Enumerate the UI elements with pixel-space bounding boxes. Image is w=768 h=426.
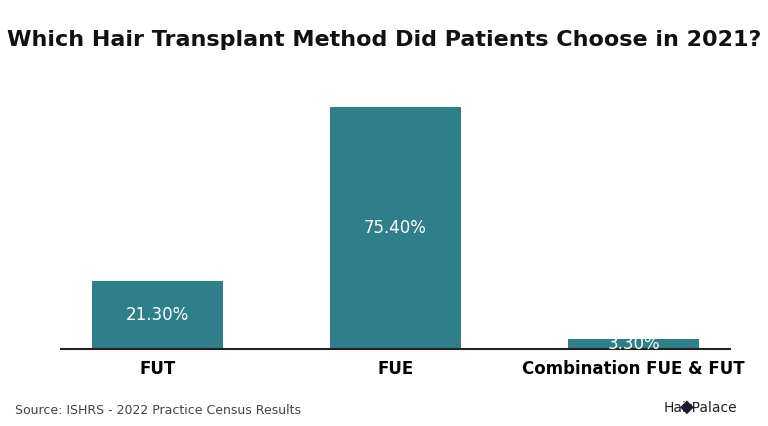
Text: Which Hair Transplant Method Did Patients Choose in 2021?: Which Hair Transplant Method Did Patient… — [7, 30, 761, 50]
Bar — [330, 107, 461, 349]
Bar — [568, 339, 699, 349]
Text: ◆: ◆ — [680, 397, 694, 415]
Text: 21.30%: 21.30% — [126, 306, 189, 324]
Text: HairPalace: HairPalace — [664, 401, 737, 415]
Bar — [92, 281, 223, 349]
Text: 75.40%: 75.40% — [364, 219, 427, 237]
Text: Source: ISHRS - 2022 Practice Census Results: Source: ISHRS - 2022 Practice Census Res… — [15, 404, 301, 417]
Text: 3.30%: 3.30% — [607, 335, 660, 353]
